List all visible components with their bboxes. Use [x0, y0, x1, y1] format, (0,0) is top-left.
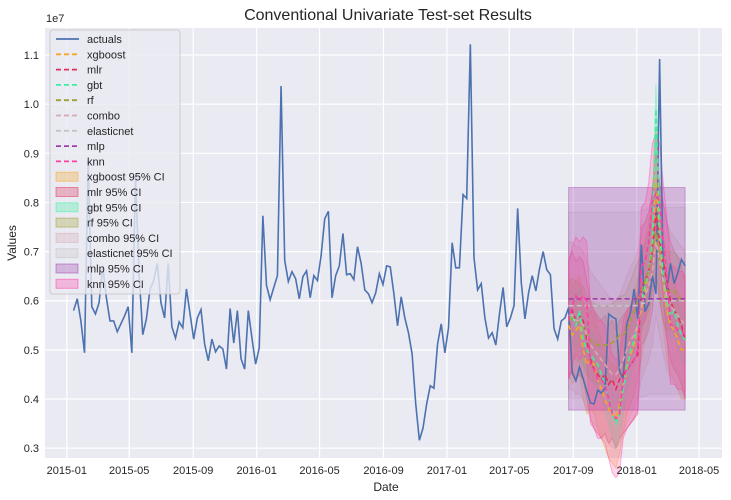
legend-label-elasticnet-ci: elasticnet 95% CI	[87, 248, 173, 260]
legend-label-rf-ci: rf 95% CI	[87, 218, 133, 230]
legend-label-gbt-ci: gbt 95% CI	[87, 202, 141, 214]
legend-label-knn-ci: knn 95% CI	[87, 279, 144, 291]
y-tick-label: 0.6	[24, 296, 39, 308]
legend-label-gbt: gbt	[87, 80, 102, 92]
x-tick-label: 2017-01	[427, 465, 467, 477]
legend-swatch-combo-ci	[55, 232, 79, 243]
y-tick-label: 0.4	[24, 394, 39, 406]
gridlines	[45, 28, 722, 458]
xgboost-prediction-line	[567, 177, 686, 421]
legend-label-combo-ci: combo 95% CI	[87, 233, 159, 245]
elasticnet-prediction-line	[568, 299, 686, 307]
legend-label-knn: knn	[87, 156, 105, 168]
y-tick-label: 0.8	[24, 197, 39, 209]
x-tick-label: 2017-05	[489, 465, 529, 477]
legend-label-actuals: actuals	[87, 34, 122, 46]
x-axis-label: Date	[373, 480, 399, 494]
x-tick-label: 2015-05	[109, 465, 149, 477]
y-axis-label: Values	[5, 225, 19, 261]
series-lines	[72, 44, 686, 441]
x-tick-labels: 2015-01 2015-05 2015-09 2016-01 2016-05 2016-…	[47, 465, 720, 477]
legend-box	[49, 29, 181, 295]
legend-label-combo: combo	[87, 111, 120, 123]
y-tick-label: 0.7	[24, 247, 39, 259]
y-tick-label: 1.0	[24, 99, 39, 111]
legend-swatch-knn-ci	[55, 278, 79, 289]
x-tick-label: 2017-09	[553, 465, 593, 477]
gbt-ci-band	[568, 84, 686, 450]
x-tick-label: 2016-01	[236, 465, 276, 477]
legend-swatch-xgboost-ci	[55, 171, 79, 182]
chart-title: Conventional Univariate Test-set Results	[244, 7, 532, 24]
legend-label-elasticnet: elasticnet	[87, 126, 133, 138]
x-tick-label: 2018-01	[617, 465, 657, 477]
legend-label-mlp: mlp	[87, 141, 105, 153]
legend-swatch-gbt-ci	[55, 202, 79, 213]
mlr-prediction-line	[567, 212, 686, 392]
x-tick-label: 2015-01	[47, 465, 87, 477]
legend-label-mlr-ci: mlr 95% CI	[87, 187, 141, 199]
combo-prediction-line	[568, 241, 686, 376]
x-tick-label: 2016-09	[363, 465, 403, 477]
legend: actuals xgboost mlr gbt rf combo elasticnet mlp…	[49, 29, 181, 295]
y-tick-label: 1.1	[24, 50, 39, 62]
legend-swatch-rf-ci	[55, 217, 79, 228]
y-tick-label: 0.3	[24, 443, 39, 455]
actuals-line	[72, 44, 686, 441]
knn-prediction-line	[567, 190, 686, 421]
gbt-prediction-line	[567, 109, 686, 426]
legend-swatch-elasticnet-ci	[55, 248, 79, 259]
legend-label-mlp-ci: mlp 95% CI	[87, 264, 144, 276]
y-offset-label: 1e7	[46, 13, 64, 25]
legend-label-xgboost: xgboost	[87, 49, 126, 61]
y-tick-label: 0.9	[24, 148, 39, 160]
legend-label-xgboost-ci: xgboost 95% CI	[87, 172, 165, 184]
x-tick-label: 2016-05	[299, 465, 339, 477]
y-tick-labels: 0.3 0.4 0.5 0.6 0.7 0.8 0.9 1.0 1.1	[24, 50, 39, 455]
legend-swatch-mlr-ci	[55, 187, 79, 197]
legend-label-rf: rf	[87, 95, 95, 107]
x-tick-label: 2015-09	[173, 465, 213, 477]
y-tick-label: 0.5	[24, 345, 39, 357]
x-tick-label: 2018-05	[679, 465, 719, 477]
legend-label-mlr: mlr	[87, 65, 103, 77]
legend-swatch-mlp-ci	[55, 263, 79, 274]
